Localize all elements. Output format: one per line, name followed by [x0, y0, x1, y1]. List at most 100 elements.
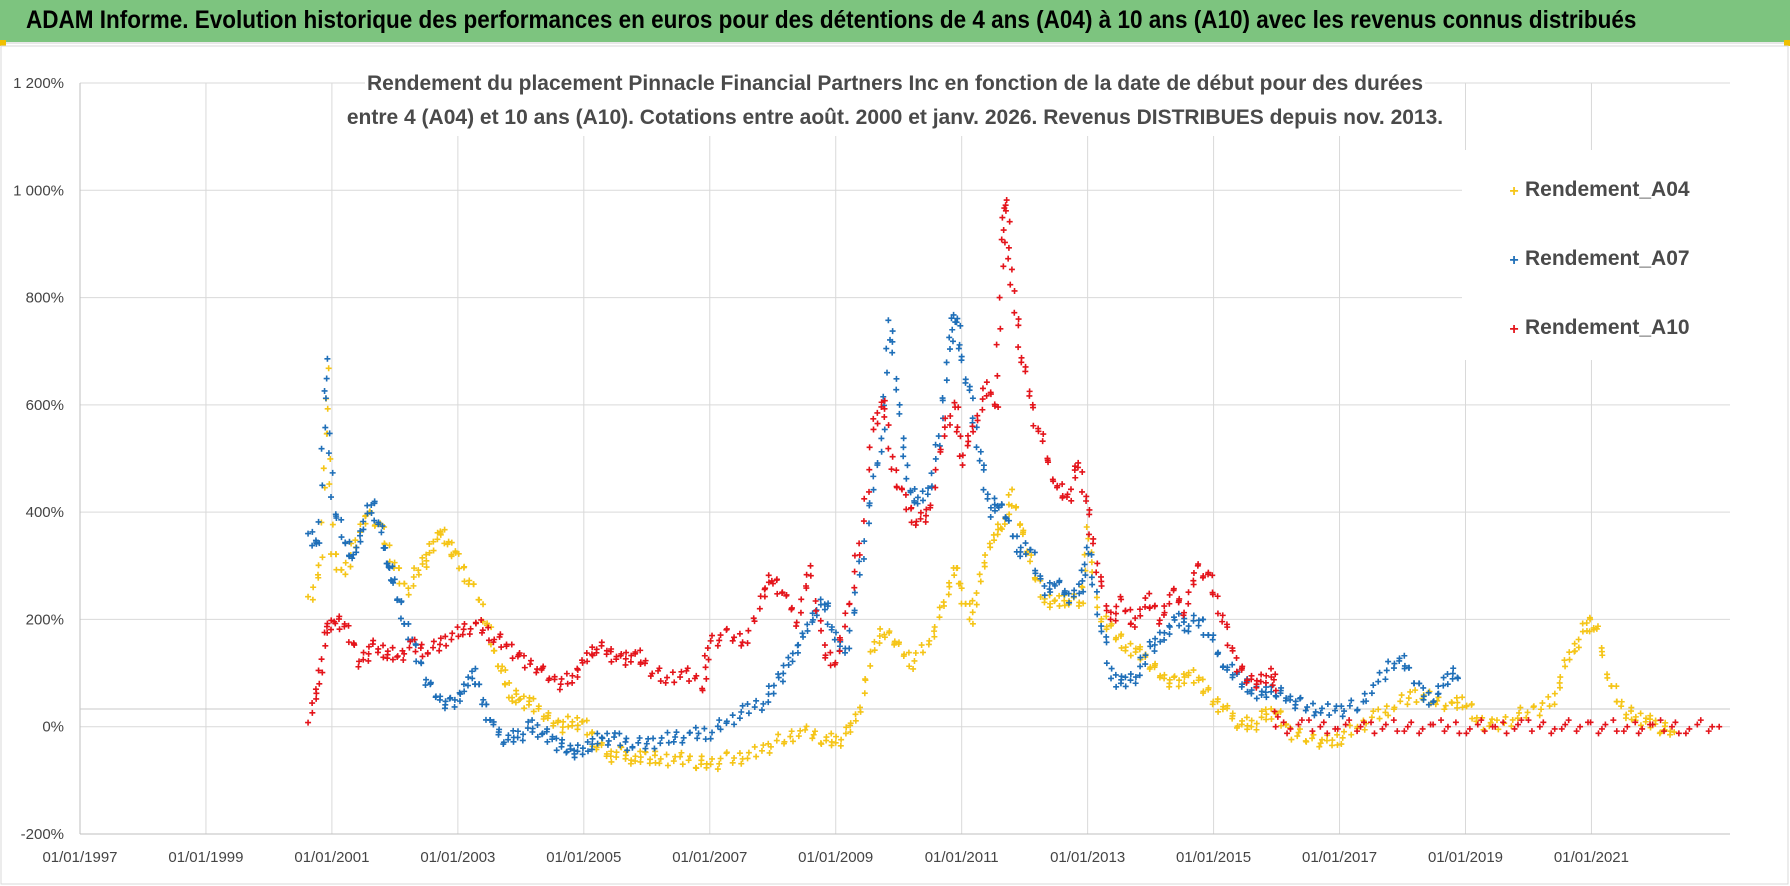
data-point-rendement_a10: [932, 466, 939, 473]
data-point-rendement_a07: [966, 387, 973, 394]
data-point-rendement_a04: [1329, 742, 1336, 749]
data-point-rendement_a07: [692, 724, 699, 731]
data-point-rendement_a07: [1454, 674, 1461, 681]
data-point-rendement_a04: [352, 537, 359, 544]
data-point-rendement_a10: [1008, 266, 1015, 273]
data-point-rendement_a04: [857, 704, 864, 711]
data-point-rendement_a04: [861, 690, 868, 697]
data-point-rendement_a07: [948, 315, 955, 322]
data-point-rendement_a10: [527, 661, 534, 668]
data-point-rendement_a07: [1083, 544, 1090, 551]
data-point-rendement_a04: [973, 590, 980, 597]
data-point-rendement_a10: [979, 406, 986, 413]
data-point-rendement_a10: [979, 396, 986, 403]
data-point-rendement_a04: [940, 602, 947, 609]
data-point-rendement_a04: [998, 526, 1005, 533]
data-point-rendement_a10: [1229, 647, 1236, 654]
data-point-rendement_a10: [437, 641, 444, 648]
data-point-rendement_a07: [469, 668, 476, 675]
data-point-rendement_a07: [813, 612, 820, 619]
data-point-rendement_a07: [958, 357, 965, 364]
data-point-rendement_a07: [657, 740, 664, 747]
data-point-rendement_a07: [1151, 648, 1158, 655]
data-point-rendement_a04: [795, 733, 802, 740]
data-point-rendement_a10: [430, 638, 437, 645]
data-point-rendement_a10: [1093, 569, 1100, 576]
data-point-rendement_a07: [673, 729, 680, 736]
data-point-rendement_a04: [1019, 531, 1026, 538]
data-point-rendement_a07: [1132, 680, 1139, 687]
data-point-rendement_a10: [1416, 730, 1423, 737]
data-point-rendement_a04: [1127, 640, 1134, 647]
data-point-rendement_a10: [1090, 540, 1097, 547]
data-point-rendement_a10: [1176, 595, 1183, 602]
data-point-rendement_a10: [922, 518, 929, 525]
data-point-rendement_a10: [998, 236, 1005, 243]
data-point-rendement_a07: [490, 718, 497, 725]
data-point-rendement_a10: [1694, 721, 1701, 728]
data-point-rendement_a10: [751, 618, 758, 625]
data-point-rendement_a07: [976, 457, 983, 464]
data-point-rendement_a07: [751, 704, 758, 711]
data-point-rendement_a04: [1016, 522, 1023, 529]
chart-frame: [0, 45, 1789, 885]
data-point-rendement_a07: [883, 345, 890, 352]
data-point-rendement_a07: [413, 658, 420, 665]
data-point-rendement_a10: [703, 675, 710, 682]
data-point-rendement_a07: [851, 607, 858, 614]
data-point-rendement_a10: [693, 672, 700, 679]
data-point-rendement_a07: [469, 675, 476, 682]
data-point-rendement_a07: [936, 442, 943, 449]
data-point-rendement_a10: [365, 657, 372, 664]
data-point-rendement_a10: [1274, 713, 1281, 720]
data-point-rendement_a04: [1001, 521, 1008, 528]
data-point-rendement_a07: [1317, 709, 1324, 716]
data-point-rendement_a10: [1005, 244, 1012, 251]
data-point-rendement_a07: [1146, 638, 1153, 645]
data-point-rendement_a04: [1108, 622, 1115, 629]
data-point-rendement_a04: [1296, 726, 1303, 733]
data-point-rendement_a07: [880, 393, 887, 400]
data-point-rendement_a07: [1176, 622, 1183, 629]
legend-marker-a10: +: [1509, 321, 1518, 338]
data-point-rendement_a07: [318, 445, 325, 452]
data-point-rendement_a04: [1209, 701, 1216, 708]
data-point-rendement_a07: [893, 386, 900, 393]
data-point-rendement_a10: [1334, 725, 1341, 732]
data-point-rendement_a10: [479, 627, 486, 634]
data-point-rendement_a07: [1348, 697, 1355, 704]
data-point-rendement_a04: [1278, 722, 1285, 729]
data-point-rendement_a04: [910, 665, 917, 672]
data-point-rendement_a10: [874, 420, 881, 427]
data-point-rendement_a10: [927, 502, 934, 509]
data-point-rendement_a07: [1061, 587, 1068, 594]
data-point-rendement_a10: [1268, 665, 1275, 672]
data-point-rendement_a10: [999, 214, 1006, 221]
data-point-rendement_a10: [756, 605, 763, 612]
data-point-rendement_a04: [744, 755, 751, 762]
data-point-rendement_a10: [1098, 583, 1105, 590]
data-point-rendement_a04: [1288, 736, 1295, 743]
data-point-rendement_a04: [452, 548, 459, 555]
data-point-rendement_a10: [449, 630, 456, 637]
data-point-rendement_a04: [1370, 708, 1377, 715]
data-point-rendement_a10: [1269, 682, 1276, 689]
data-point-rendement_a07: [1425, 689, 1432, 696]
data-point-rendement_a10: [1136, 606, 1143, 613]
data-point-rendement_a04: [1157, 672, 1164, 679]
data-point-rendement_a07: [1215, 649, 1222, 656]
data-point-rendement_a04: [434, 536, 441, 543]
data-point-rendement_a10: [842, 623, 849, 630]
data-point-rendement_a10: [1146, 590, 1153, 597]
data-point-rendement_a04: [1623, 711, 1630, 718]
data-point-rendement_a10: [516, 650, 523, 657]
data-point-rendement_a04: [736, 750, 743, 757]
data-point-rendement_a10: [360, 656, 367, 663]
data-point-rendement_a10: [1430, 721, 1437, 728]
data-point-rendement_a10: [331, 618, 338, 625]
data-point-rendement_a10: [1059, 481, 1066, 488]
data-point-rendement_a04: [448, 551, 455, 558]
data-point-rendement_a07: [622, 738, 629, 745]
data-point-rendement_a04: [1551, 690, 1558, 697]
data-point-rendement_a10: [1452, 719, 1459, 726]
